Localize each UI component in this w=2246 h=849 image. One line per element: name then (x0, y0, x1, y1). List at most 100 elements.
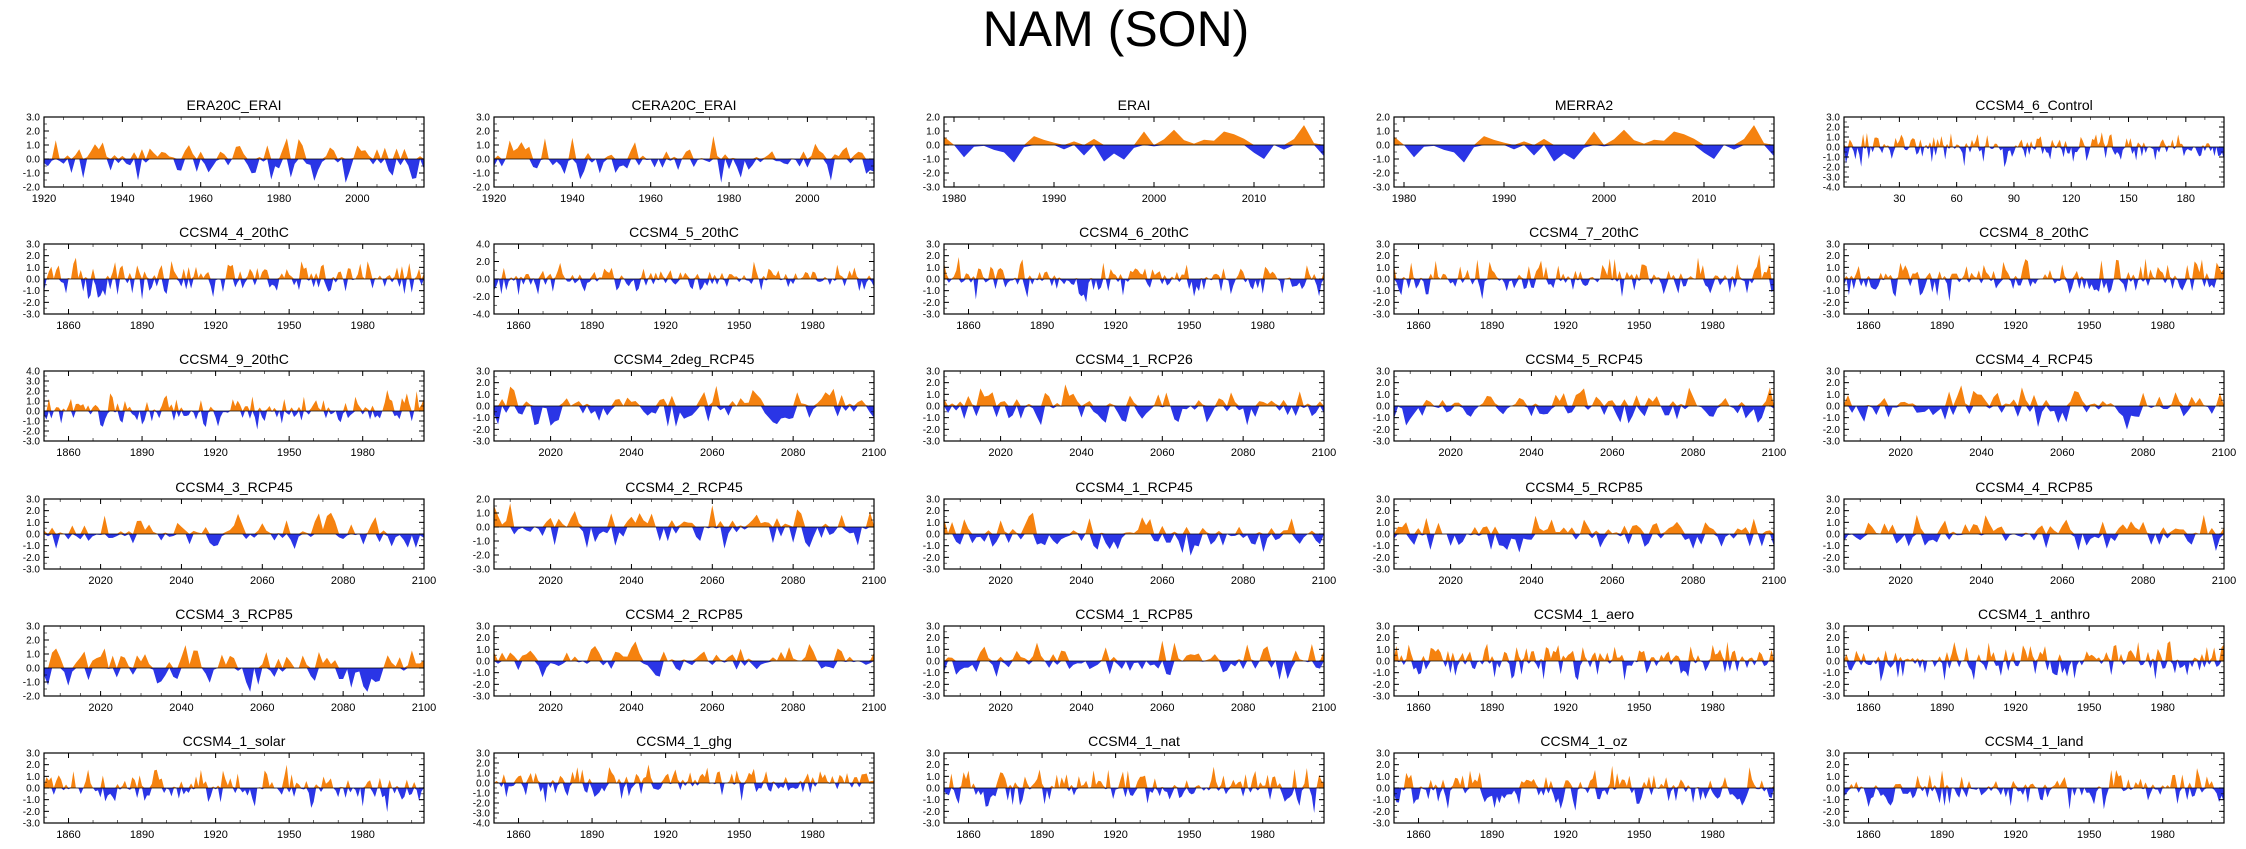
y-tick-label: -1.0 (23, 678, 41, 689)
x-tick-label: 2060 (250, 702, 274, 714)
x-tick-label: 1920 (1553, 320, 1577, 332)
x-tick-label: 1860 (1856, 320, 1880, 332)
positive-area (1844, 768, 2224, 788)
y-tick-label: -3.0 (23, 437, 41, 448)
x-tick-label: 1980 (350, 320, 374, 332)
y-tick-label: 3.0 (26, 622, 40, 633)
panel-ccsm4-4-rcp45: CCSM4_4_RCP45 3.02.01.00.0-1.0-2.0-3.0 202… (1823, 351, 2236, 459)
y-tick-label: -2.0 (923, 425, 941, 436)
x-tick-label: 2100 (1312, 575, 1336, 587)
y-tick-label: 3.0 (926, 367, 940, 378)
y-tick-label: 3.0 (26, 377, 40, 388)
y-tick-label: -3.0 (1373, 819, 1391, 830)
panel-ccsm4-7-20thc: CCSM4_7_20thC 3.02.01.00.0-1.0-2.0-3.0 186… (1373, 224, 1775, 332)
y-tick-label: -3.0 (923, 437, 941, 448)
negative-area (944, 279, 1324, 303)
x-tick-label: 2020 (88, 575, 112, 587)
x-tick-label: 1950 (277, 829, 301, 841)
x-tick-label: 1980 (717, 193, 741, 205)
y-tick-label: 1.0 (26, 650, 40, 661)
negative-area (494, 527, 874, 549)
figure-title: NAM (SON) (983, 1, 1250, 57)
positive-area (494, 764, 874, 783)
y-tick-label: -3.0 (1373, 437, 1391, 448)
x-tick-label: 1940 (560, 193, 584, 205)
y-tick-label: 2.0 (26, 127, 40, 138)
panel-ccsm4-1-aero: CCSM4_1_aero 3.02.01.00.0-1.0-2.0-3.0 1860… (1373, 606, 1775, 714)
x-tick-label: 1860 (56, 829, 80, 841)
x-tick-label: 1980 (800, 320, 824, 332)
x-tick-label: 2100 (1312, 447, 1336, 459)
panel-ccsm4-1-rcp26: CCSM4_1_RCP26 3.02.01.00.0-1.0-2.0-3.0 202… (923, 351, 1336, 459)
y-tick-label: 0.0 (926, 275, 940, 286)
panel-title: ERAI (1118, 97, 1151, 113)
negative-area (1394, 279, 1774, 300)
y-tick-label: 2.0 (1376, 506, 1390, 517)
x-tick-label: 2060 (1150, 702, 1174, 714)
y-tick-label: 3.0 (1826, 622, 1840, 633)
x-tick-label: 2100 (862, 447, 886, 459)
negative-area (44, 411, 424, 430)
y-tick-label: -1.0 (473, 537, 491, 548)
y-tick-label: 3.0 (926, 749, 940, 760)
x-tick-label: 2020 (538, 575, 562, 587)
panel-ccsm4-1-anthro: CCSM4_1_anthro 3.02.01.00.0-1.0-2.0-3.0 18… (1823, 606, 2225, 714)
y-tick-label: 2.0 (926, 251, 940, 262)
y-tick-label: -2.0 (1823, 425, 1841, 436)
y-tick-label: 2.0 (26, 506, 40, 517)
panel-title: CCSM4_1_ghg (636, 733, 732, 749)
y-tick-label: 0.0 (476, 155, 490, 166)
x-tick-label: 2100 (412, 702, 436, 714)
y-tick-label: 3.0 (1826, 113, 1840, 124)
y-tick-label: -2.0 (473, 183, 491, 194)
y-tick-label: -2.0 (23, 298, 41, 309)
negative-area (944, 145, 1324, 163)
panel-title: CCSM4_6_20thC (1079, 224, 1189, 240)
positive-area (44, 257, 424, 279)
panel-title: CCSM4_5_20thC (629, 224, 739, 240)
y-tick-label: 0.0 (1826, 784, 1840, 795)
panel-ccsm4-4-rcp85: CCSM4_4_RCP85 3.02.01.00.0-1.0-2.0-3.0 202… (1823, 479, 2236, 587)
x-tick-label: 2060 (700, 447, 724, 459)
panel-title: CCSM4_1_RCP85 (1075, 606, 1193, 622)
positive-area (44, 512, 424, 534)
x-tick-label: 1860 (1406, 829, 1430, 841)
panel-title: CCSM4_3_RCP85 (175, 606, 293, 622)
positive-area (1394, 641, 1774, 661)
x-tick-label: 1980 (1700, 702, 1724, 714)
panel-title: CCSM4_2_RCP45 (625, 479, 743, 495)
y-tick-label: -1.0 (923, 795, 941, 806)
y-tick-label: -1.0 (473, 668, 491, 679)
x-tick-label: 1980 (2150, 702, 2174, 714)
y-tick-label: -3.0 (923, 819, 941, 830)
x-tick-label: 2060 (250, 575, 274, 587)
y-tick-label: -3.0 (923, 692, 941, 703)
positive-area (44, 138, 424, 159)
y-tick-label: -1.0 (923, 541, 941, 552)
x-tick-label: 1890 (1930, 320, 1954, 332)
x-tick-label: 2040 (169, 575, 193, 587)
x-tick-label: 1920 (203, 447, 227, 459)
x-tick-label: 90 (2008, 193, 2020, 205)
x-tick-label: 1950 (727, 320, 751, 332)
y-tick-label: -2.0 (1373, 553, 1391, 564)
x-tick-label: 2040 (1519, 575, 1543, 587)
y-tick-label: 3.0 (476, 367, 490, 378)
x-tick-label: 1950 (1177, 320, 1201, 332)
x-tick-label: 1860 (1406, 702, 1430, 714)
x-tick-label: 2080 (331, 702, 355, 714)
y-tick-label: -1.0 (1823, 153, 1841, 164)
x-tick-label: 1860 (1856, 829, 1880, 841)
y-tick-label: -1.0 (1823, 541, 1841, 552)
y-tick-label: 3.0 (926, 240, 940, 251)
y-tick-label: 3.0 (1826, 749, 1840, 760)
y-tick-label: 0.0 (926, 402, 940, 413)
y-tick-label: -3.0 (1823, 819, 1841, 830)
positive-area (944, 384, 1324, 406)
y-tick-label: 2.0 (1376, 113, 1390, 124)
y-tick-label: 1.0 (1826, 518, 1840, 529)
y-tick-label: 3.0 (1826, 240, 1840, 251)
x-tick-label: 1980 (1250, 829, 1274, 841)
y-tick-label: -3.0 (1823, 437, 1841, 448)
